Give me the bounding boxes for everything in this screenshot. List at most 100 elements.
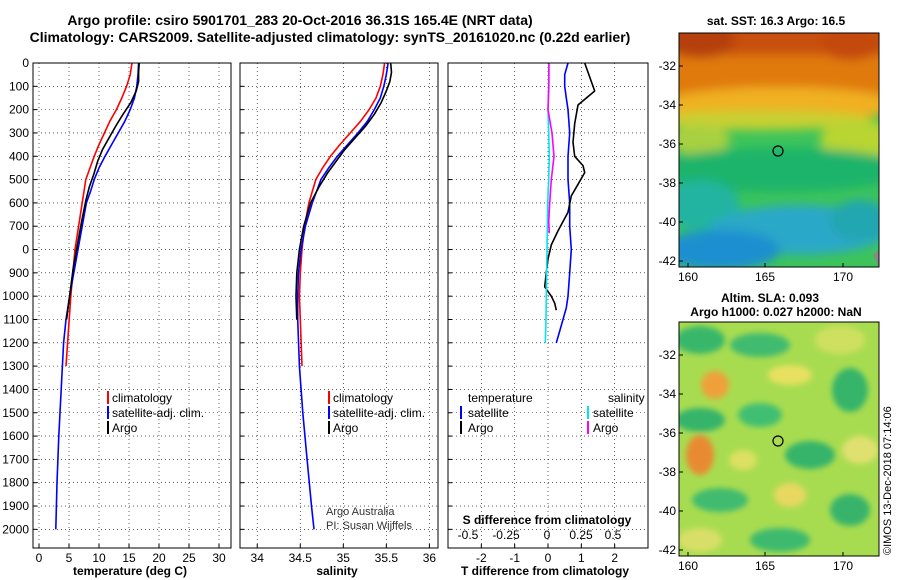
map-x-tick-label: 165 [755,270,775,284]
depth-tick-label: 0 [22,56,29,70]
map-x-tick-label: 160 [678,270,698,284]
x-tick-label: 15 [122,551,136,565]
x-tick-label: 35 [337,551,351,565]
temperature-legend: climatology satellite-adj. clim. Argo [107,391,204,435]
x-tick-label: 20 [152,551,166,565]
x-tick-label: 25 [182,551,196,565]
depth-tick-label: 700 [9,219,29,233]
map-y-tick-label: -42 [659,254,677,268]
sla-map-title1: Altim. SLA: 0.093 [721,291,819,305]
map-y-tick-label: -32 [659,59,677,73]
series-line-s-argo [547,62,555,234]
map-y-tick-label: -42 [659,543,677,557]
depth-tick-label: 600 [9,196,29,210]
series-line-climatology [65,62,133,367]
x-tick-label: 1 [578,551,585,565]
depth-tick-label: 1600 [2,429,29,443]
depth-tick-label: 1700 [2,452,29,466]
legend-label-argo: Argo [112,421,138,435]
depth-tick-label: 100 [9,79,29,93]
plot-area [240,63,438,548]
series-line-argo [295,62,393,320]
sst-map-title: sat. SST: 16.3 Argo: 16.5 [707,14,846,28]
header-title-line1: Argo profile: csiro 5901701_283 20-Oct-2… [67,12,532,28]
depth-tick-label: 1800 [2,476,29,490]
legend-head-temperature: temperature [468,391,533,405]
s-diff-tick-label: -0.5 [458,528,479,542]
legend-label-satellite: satellite-adj. clim. [333,406,425,420]
depth-tick-label: 1100 [3,312,29,326]
plot-frame [32,62,232,549]
depth-axis: 0 100 200 300 400 500 600 700 0 900 1000 1100 1200 13… [2,56,29,536]
x-tick-label: 2 [611,551,618,565]
plot-frame [239,62,439,549]
depth-tick-label: 900 [9,266,29,280]
x-tick-label: 0 [36,551,43,565]
plot-area [33,63,231,548]
depth-tick-label: 1400 [2,382,29,396]
difference-panel: -2 -1 0 1 2 -0.5 -0.25 0 0.25 0.5 [447,62,649,565]
legend-label-climatology: climatology [112,391,172,405]
sla-map-image [679,322,879,556]
series-line-t-argo [543,62,596,311]
header-title-line2: Climatology: CARS2009. Satellite-adjuste… [30,29,631,45]
legend-label-t-argo: Argo [468,421,494,435]
credit-line1: Argo Australia [326,506,395,518]
x-tick-label: 30 [212,551,226,565]
salinity-axis-label: salinity [316,564,358,578]
map-y-tick-label: -40 [659,504,677,518]
map-x-tick-label: 160 [678,559,698,573]
plot-frame [447,62,649,549]
map-x-tick-label: 170 [833,270,853,284]
map-y-tick-label: -32 [659,348,677,362]
depth-tick-label: 500 [9,173,29,187]
temperature-panel: 0 5 10 15 20 25 30 [32,62,232,565]
depth-tick-label: 1500 [2,406,29,420]
depth-tick-label: 1200 [2,336,29,350]
temperature-axis-label: temperature (deg C) [73,564,187,578]
x-tick-label: 0 [545,551,552,565]
sst-argo-marker [772,145,784,157]
sst-map-axes: 160 165 170 -32 -34 -36 -38 -40 -42 [659,59,854,284]
map-y-tick-label: -38 [659,465,677,479]
x-tick-label: 36 [423,551,437,565]
sst-land [873,250,879,267]
sst-map-image [679,33,879,267]
imos-stamp: ©IMOS 13-Dec-2018 07:14:06 [882,406,894,555]
s-diff-tick-label: 0 [544,528,551,542]
x-tick-label: 35.5 [375,551,399,565]
map-y-tick-label: -34 [659,98,677,112]
depth-tick-label: 200 [9,103,29,117]
depth-tick-label: 2000 [2,522,29,536]
x-tick-label: -1 [509,551,520,565]
legend-label-argo: Argo [333,421,359,435]
s-diff-tick-label: -0.25 [492,528,520,542]
legend-label-s-argo: Argo [593,421,619,435]
legend-head-salinity: salinity [608,391,645,405]
legend-label-satellite: satellite-adj. clim. [112,406,204,420]
s-difference-axis-label: S difference from climatology [463,513,632,527]
sla-map-title2: Argo h1000: 0.027 h2000: NaN [690,305,861,319]
map-x-tick-label: 165 [755,559,775,573]
series-line-climatology [298,62,386,367]
depth-tick-label: 1900 [2,499,29,513]
legend-label-s-satellite: satellite [593,406,634,420]
map-y-tick-label: -38 [659,176,677,190]
map-x-tick-label: 170 [833,559,853,573]
sla-map-axes: 160 165 170 -32 -34 -36 -38 -40 -42 [659,348,854,573]
legend-label-climatology: climatology [333,391,393,405]
map-y-tick-label: -40 [659,215,677,229]
sla-map-frame [678,321,880,557]
x-tick-label: 34 [251,551,265,565]
s-diff-tick-label: 0.25 [569,528,593,542]
map-y-tick-label: -36 [659,137,677,151]
depth-tick-label: 1000 [2,289,29,303]
sla-argo-marker [772,435,784,447]
map-y-tick-label: -36 [659,426,677,440]
difference-legend: temperature salinity satellite Argo sate… [460,391,645,527]
salinity-legend: climatology satellite-adj. clim. Argo Ar… [326,391,425,532]
salinity-panel: 34 34.5 35 35.5 36 [239,62,439,565]
credit-line2: PI: Susan Wijffels [326,520,412,532]
depth-tick-label: 300 [9,126,29,140]
